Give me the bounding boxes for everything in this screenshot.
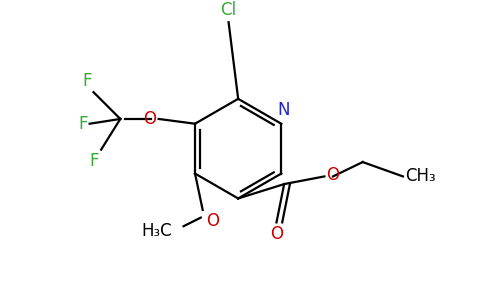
Text: CH₃: CH₃ (405, 167, 436, 185)
Text: O: O (270, 225, 283, 243)
Text: O: O (207, 212, 220, 230)
Text: F: F (90, 152, 99, 169)
Text: O: O (326, 166, 339, 184)
Text: Cl: Cl (221, 1, 237, 19)
Text: O: O (143, 110, 156, 128)
Text: F: F (82, 72, 91, 90)
Text: F: F (78, 115, 88, 133)
Text: N: N (277, 101, 289, 119)
Text: H₃C: H₃C (141, 222, 172, 240)
